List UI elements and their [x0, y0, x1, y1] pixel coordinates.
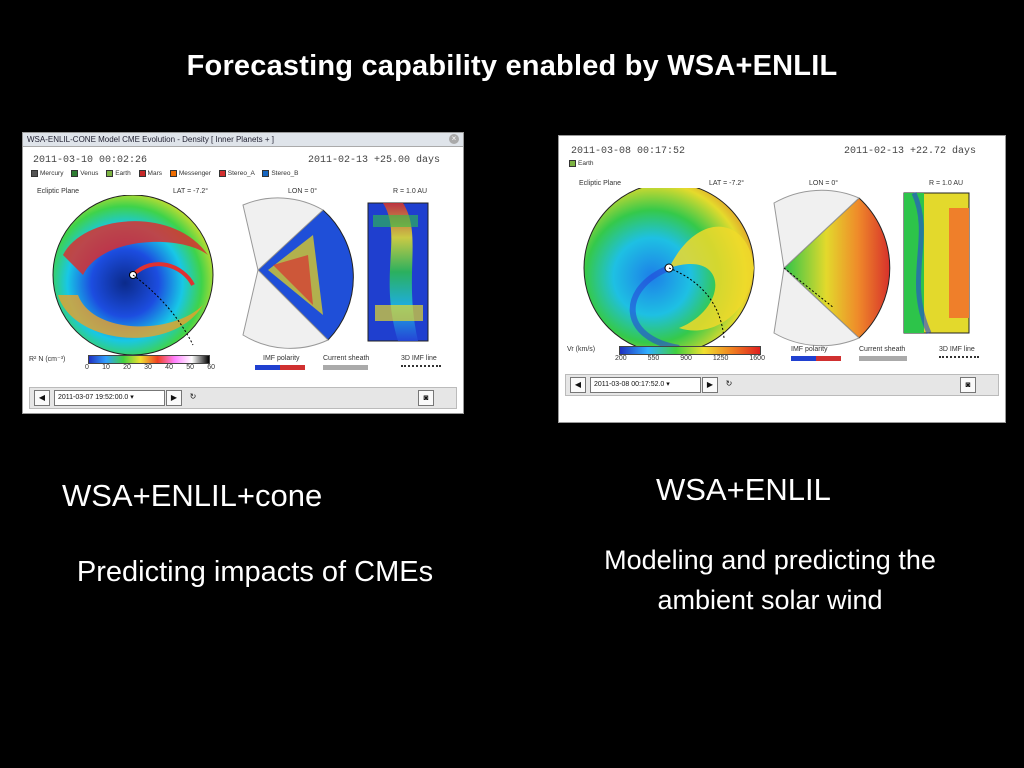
camera-icon[interactable]: ◙	[418, 390, 434, 406]
lon-label: LON = 0°	[809, 180, 839, 187]
imf-polarity-bar	[791, 356, 841, 361]
imf-line-sample	[401, 365, 441, 371]
next-frame-button[interactable]: ▶	[166, 390, 182, 406]
colorbar-title: R² N (cm⁻³)	[29, 356, 66, 363]
lat-label: LAT = -7.2°	[173, 188, 209, 195]
meridional-plot	[773, 189, 891, 347]
radial-lat-lon-strip	[903, 191, 970, 335]
density-colorbar	[88, 355, 210, 364]
next-frame-button[interactable]: ▶	[702, 377, 718, 393]
legend-mars: Mars	[147, 170, 162, 178]
slide-title: Forecasting capability enabled by WSA+EN…	[186, 50, 838, 82]
colorbar-tick: 10	[102, 364, 110, 371]
colorbar-tick: 40	[165, 364, 173, 371]
imf-polarity-label: IMF polarity	[791, 346, 828, 353]
sim-run-time: 2011-02-13 +22.72 days	[844, 146, 977, 157]
legend-messenger: Messenger	[178, 170, 211, 178]
colorbar-tick: 0	[85, 364, 89, 371]
legend-venus: Venus	[80, 170, 99, 178]
cme-density-viewer: WSA-ENLIL-CONE Model CME Evolution - Den…	[22, 132, 464, 414]
viewer-title-bar: WSA-ENLIL-CONE Model CME Evolution - Den…	[23, 133, 463, 147]
colorbar-tick: 50	[186, 364, 194, 371]
viewer-title: WSA-ENLIL-CONE Model CME Evolution - Den…	[27, 135, 274, 144]
colorbar-ticks: 0 10 20 30 40 50 60	[85, 364, 215, 371]
earth-marker-icon	[106, 170, 114, 177]
lon-label: LON = 0°	[288, 188, 318, 195]
radius-label: R = 1.0 AU	[393, 188, 428, 195]
ecliptic-label: Ecliptic Plane	[579, 180, 622, 187]
velocity-colorbar	[619, 346, 761, 355]
lat-label: LAT = -7.2°	[709, 180, 745, 187]
ambient-velocity-viewer: 2011-03-08 00:17:52 2011-02-13 +22.72 da…	[558, 135, 1006, 423]
colorbar-tick: 20	[123, 364, 131, 371]
legend-earth: Earth	[115, 170, 131, 178]
colorbar-tick: 30	[144, 364, 152, 371]
left-model-caption: WSA+ENLIL+cone	[62, 478, 323, 513]
planet-legend: Mercury Venus Earth Mars Messenger Stere…	[25, 170, 298, 177]
velocity-plots	[583, 188, 970, 348]
refresh-icon[interactable]: ↻	[189, 392, 197, 401]
colorbar-tick: 900	[680, 355, 692, 362]
colorbar-tick: 200	[615, 355, 627, 362]
imf-polarity-bar	[255, 365, 305, 370]
sim-timestamp: 2011-03-08 00:17:52	[571, 146, 686, 157]
sim-timestamp: 2011-03-10 00:02:26	[33, 155, 148, 166]
selected-date: 2011-03-07 19:52:00.0	[58, 394, 129, 401]
mars-marker-icon	[138, 170, 146, 177]
radial-lat-lon-strip	[367, 202, 429, 342]
imf-line-label: 3D IMF line	[939, 346, 975, 353]
colorbar-tick: 1250	[712, 355, 729, 362]
legend-stereo-a: Stereo_A	[227, 170, 255, 178]
current-sheath-label: Current sheath	[859, 346, 906, 353]
imf-line-sample	[939, 356, 979, 362]
playback-controls: ◀ 2011-03-07 19:52:00.0 ▾ ▶ ↻ ◙	[29, 387, 457, 409]
previous-frame-button[interactable]: ◀	[570, 377, 586, 393]
date-select[interactable]: 2011-03-07 19:52:00.0 ▾	[54, 390, 165, 406]
right-description-line-2: ambient solar wind	[657, 585, 883, 615]
density-plots	[52, 195, 429, 355]
camera-icon[interactable]: ◙	[960, 377, 976, 393]
legend-earth: Earth	[578, 160, 594, 168]
ecliptic-label: Ecliptic Plane	[37, 188, 80, 195]
right-model-caption: WSA+ENLIL	[656, 472, 831, 507]
venus-marker-icon	[71, 170, 79, 177]
right-description-line-1: Modeling and predicting the	[604, 545, 936, 575]
ecliptic-plane-plot	[583, 188, 755, 348]
imf-line-label: 3D IMF line	[401, 355, 437, 362]
colorbar-tick: 1600	[749, 355, 765, 362]
radius-label: R = 1.0 AU	[929, 180, 964, 187]
colorbar-tick: 60	[207, 364, 215, 371]
colorbar-ticks: 200 550 900 1250 1600	[615, 355, 765, 362]
colorbar-title: Vr (km/s)	[567, 346, 596, 353]
current-sheath-bar	[323, 365, 368, 370]
playback-controls: ◀ 2011-03-08 00:17:52.0 ▾ ▶ ↻ ◙	[565, 374, 999, 396]
ecliptic-plane-plot	[52, 195, 214, 355]
colorbar-tick: 550	[647, 355, 660, 362]
selected-date: 2011-03-08 00:17:52.0	[594, 381, 665, 388]
planet-legend: Earth	[563, 160, 594, 167]
meridional-plot	[242, 197, 354, 349]
earth-marker-icon	[569, 160, 576, 167]
close-icon[interactable]: ×	[449, 134, 459, 144]
sim-run-time: 2011-02-13 +25.00 days	[308, 155, 441, 166]
left-description: Predicting impacts of CMEs	[76, 556, 434, 588]
stereo-a-marker-icon	[218, 170, 226, 177]
date-select[interactable]: 2011-03-08 00:17:52.0 ▾	[590, 377, 701, 393]
legend-stereo-b: Stereo_B	[271, 170, 299, 178]
imf-polarity-label: IMF polarity	[263, 355, 300, 362]
legend-mercury: Mercury	[40, 170, 64, 178]
previous-frame-button[interactable]: ◀	[34, 390, 50, 406]
current-sheath-bar	[859, 356, 907, 361]
stereo-b-marker-icon	[262, 170, 270, 177]
refresh-icon[interactable]: ↻	[725, 379, 733, 388]
current-sheath-label: Current sheath	[323, 355, 370, 362]
messenger-marker-icon	[169, 170, 177, 177]
mercury-marker-icon	[31, 170, 38, 177]
